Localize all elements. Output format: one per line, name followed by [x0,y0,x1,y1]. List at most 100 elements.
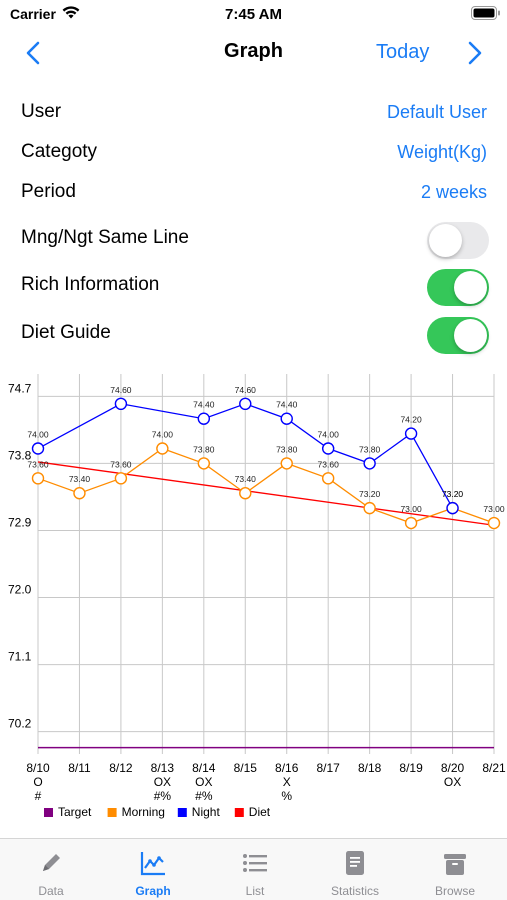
legend-swatch [177,808,187,817]
night-data-label: 74.00 [27,430,49,440]
morning-data-point [156,442,169,455]
legend-label: Diet [249,805,271,819]
morning-data-point [73,487,86,500]
archive-box-icon [444,854,466,875]
period-row[interactable]: Period 2 weeks [0,172,507,212]
category-label: Categoty [21,141,98,162]
x-tick-label: 8/14 [192,761,216,775]
x-day-mark: X [283,775,291,789]
diet-guide-toggle[interactable] [427,317,489,354]
period-value[interactable]: 2 weeks [420,182,487,202]
x-day-mark: #% [154,789,172,803]
forward-chevron-icon[interactable] [462,40,486,66]
morning-series-line [37,447,495,524]
tab-label: Browse [434,884,475,898]
status-bar: Carrier 7:45 AM [0,0,507,30]
night-data-label: 74.60 [110,385,132,395]
diet-guide-row: Diet Guide [0,313,507,354]
tab-browse[interactable]: Browse [404,839,506,900]
user-label: User [21,101,62,122]
legend-swatch [234,808,244,817]
night-data-label: 74.20 [400,415,422,425]
x-day-mark: % [281,789,292,803]
morning-data-point [197,457,211,470]
x-day-mark: OX [154,775,171,789]
tab-bar: Data Graph List Statistics Browse [0,838,507,900]
y-tick-label: 72.0 [8,583,32,597]
same-line-toggle[interactable] [427,222,489,259]
tab-statistics[interactable]: Statistics [304,839,406,900]
tab-data[interactable]: Data [0,839,102,900]
pencil-icon [43,854,60,871]
night-data-label: 74.00 [318,430,340,440]
night-data-label: 74.60 [235,385,257,395]
same-line-row: Mng/Ngt Same Line [0,218,507,259]
page-title: Graph [224,40,283,62]
morning-data-label: 73.20 [442,489,464,499]
legend-label: Night [192,805,221,819]
night-data-point [31,442,45,455]
morning-data-label: 73.40 [235,474,257,484]
night-data-point [446,501,459,515]
night-data-label: 74.40 [193,400,215,410]
chart-icon [140,852,165,876]
x-tick-label: 8/19 [399,761,423,775]
user-row[interactable]: User Default User [0,92,507,132]
legend-swatch [44,808,53,817]
morning-data-point [363,501,376,515]
tab-label: Graph [135,884,171,898]
morning-data-point [404,516,418,530]
weight-graph: 70.2 71.1 72.0 72.9 73.8 74.7 8/10 O #8/11 8/12 8/… [0,360,507,838]
x-day-mark: OX [444,775,461,789]
y-tick-label: 73.8 [8,448,32,462]
night-data-label: 73.20 [442,489,464,499]
legend-swatch [107,808,117,817]
morning-data-label: 73.00 [483,504,505,514]
x-tick-label: 8/16 [275,761,299,775]
tab-label: Data [38,884,64,898]
category-value[interactable]: Weight(Kg) [397,142,487,162]
x-tick-label: 8/15 [234,761,258,775]
back-chevron-icon[interactable] [22,40,46,66]
toggle-knob [454,271,487,304]
night-data-label: 74.40 [276,400,298,410]
x-tick-label: 8/11 [68,761,91,775]
diet-guide-label: Diet Guide [21,322,111,343]
morning-data-label: 73.40 [69,474,91,484]
morning-data-point [239,487,252,500]
tab-list[interactable]: List [204,839,306,900]
morning-data-label: 73.00 [400,504,422,514]
list-icon [243,854,267,872]
user-value[interactable]: Default User [386,102,487,122]
x-day-mark: #% [195,789,213,803]
legend-label: Morning [122,805,165,819]
rich-information-toggle[interactable] [427,269,489,306]
category-row[interactable]: Categoty Weight(Kg) [0,132,507,172]
rich-information-row: Rich Information [0,265,507,306]
morning-data-label: 73.60 [318,459,340,469]
y-tick-label: 72.9 [8,515,32,529]
night-data-point [404,427,418,440]
today-button[interactable]: Today [376,41,430,63]
battery-icon [471,6,500,20]
x-day-mark: OX [195,775,212,789]
navigation-bar: Graph Today [0,34,507,74]
x-day-mark: # [35,789,42,803]
tab-graph[interactable]: Graph [102,839,204,900]
period-label: Period [21,181,76,202]
tab-label: List [245,884,265,898]
night-data-point [321,442,335,455]
morning-data-label: 73.80 [193,444,215,454]
morning-data-label: 73.20 [359,489,381,499]
night-data-point [363,457,376,470]
y-tick-label: 70.2 [8,717,32,731]
x-tick-label: 8/10 [26,761,50,775]
x-tick-label: 8/17 [317,761,341,775]
night-data-label: 73.80 [359,444,381,454]
x-day-mark: O [33,775,42,789]
same-line-label: Mng/Ngt Same Line [21,227,189,248]
status-time: 7:45 AM [225,6,282,23]
legend-label: Target [58,805,92,819]
x-tick-label: 8/13 [151,761,175,775]
night-data-point [280,412,293,425]
